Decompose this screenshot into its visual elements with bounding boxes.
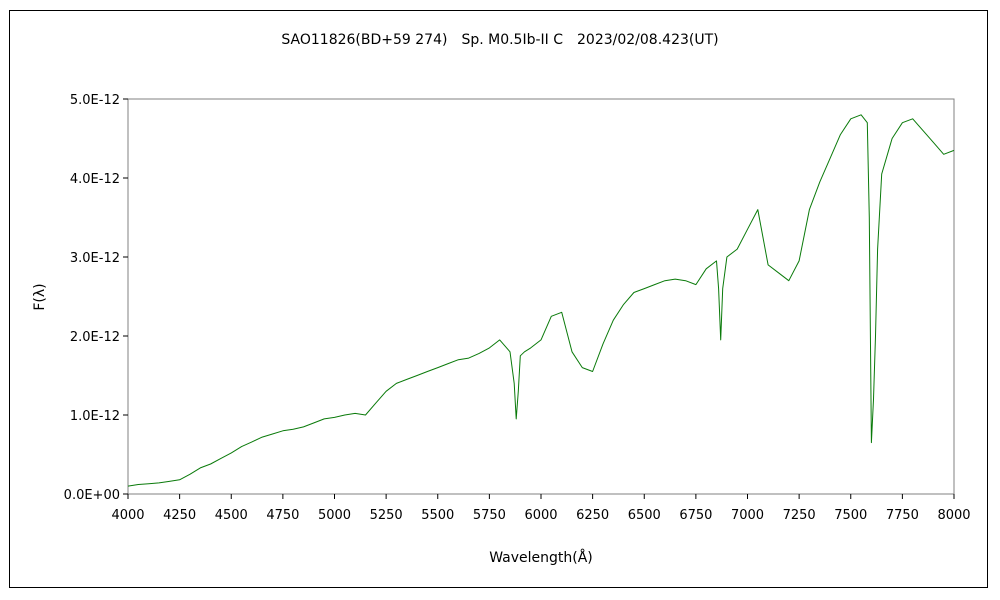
y-axis-label: F(λ) <box>32 283 48 310</box>
x-axis-ticks: 4000 4250 4500 4750 5000 5250 5500 5750 6000 6250… <box>111 494 971 523</box>
x-tick-label: 6250 <box>576 508 609 523</box>
y-tick-label: 4.0E-12 <box>70 172 120 187</box>
chart: SAO11826(BD+59 274) Sp. M0.5Ib-II C 2023… <box>32 32 971 566</box>
x-tick-label: 4000 <box>111 508 144 523</box>
x-tick-label: 6750 <box>679 508 712 523</box>
y-tick-label: 2.0E-12 <box>70 330 120 345</box>
x-tick-label: 4250 <box>163 508 196 523</box>
plot-area <box>127 98 955 495</box>
x-tick-label: 7250 <box>783 508 816 523</box>
x-tick-label: 4500 <box>215 508 248 523</box>
y-tick-label: 3.0E-12 <box>70 251 120 266</box>
y-tick-label: 5.0E-12 <box>70 93 120 108</box>
x-axis-label: Wavelength(Å) <box>489 549 593 566</box>
y-tick-label: 0.0E+00 <box>64 488 120 503</box>
x-tick-label: 7000 <box>731 508 764 523</box>
x-tick-label: 7500 <box>834 508 867 523</box>
x-tick-label: 6500 <box>628 508 661 523</box>
series-layer <box>127 114 955 487</box>
x-tick-label: 4750 <box>266 508 299 523</box>
y-axis-ticks: 0.0E+00 1.0E-12 2.0E-12 3.0E-12 4.0E-12 5.0E-… <box>64 93 128 503</box>
x-tick-label: 6000 <box>524 508 557 523</box>
x-tick-label: 5750 <box>473 508 506 523</box>
x-tick-label: 7750 <box>886 508 919 523</box>
chart-title: SAO11826(BD+59 274) Sp. M0.5Ib-II C 2023… <box>281 32 718 48</box>
y-tick-label: 1.0E-12 <box>70 409 120 424</box>
x-tick-label: 5250 <box>370 508 403 523</box>
spectrum-line <box>127 114 955 487</box>
x-tick-label: 8000 <box>937 508 970 523</box>
x-tick-label: 5500 <box>421 508 454 523</box>
x-tick-label: 5000 <box>318 508 351 523</box>
chart-frame: SAO11826(BD+59 274) Sp. M0.5Ib-II C 2023… <box>9 10 988 588</box>
